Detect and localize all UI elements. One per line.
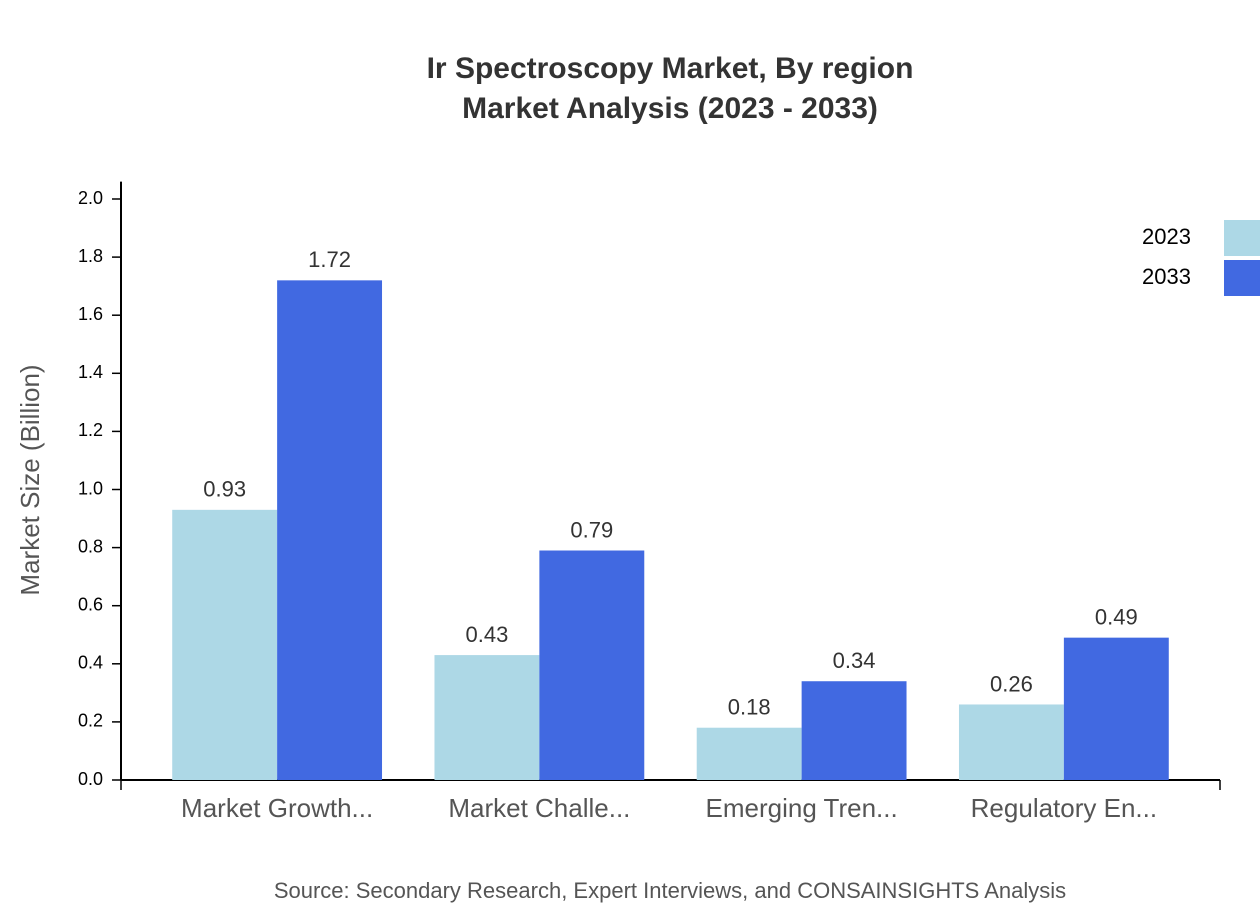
chart-title: Ir Spectroscopy Market, By region — [427, 52, 914, 85]
bar — [958, 704, 1064, 780]
y-tick-label: 0.2 — [78, 711, 103, 731]
bar — [434, 655, 540, 780]
x-tick-label: Market Growth... — [181, 793, 373, 823]
source-note: Source: Secondary Research, Expert Inter… — [274, 878, 1066, 903]
x-tick-label: Market Challe... — [448, 793, 630, 823]
bar — [277, 280, 383, 780]
value-label: 0.34 — [833, 648, 876, 673]
value-label: 0.49 — [1095, 604, 1138, 629]
bar — [696, 727, 802, 780]
y-axis-label: Market Size (Billion) — [15, 364, 45, 595]
bar — [172, 509, 278, 780]
value-label: 0.79 — [570, 517, 613, 542]
bar — [539, 550, 645, 780]
y-tick-label: 1.0 — [78, 478, 103, 498]
y-tick-label: 1.8 — [78, 246, 103, 266]
value-label: 0.18 — [728, 695, 771, 720]
y-tick-label: 0.0 — [78, 769, 103, 789]
y-tick-label: 1.2 — [78, 420, 103, 440]
bar — [1063, 637, 1169, 780]
value-label: 1.72 — [308, 247, 351, 272]
x-tick-label: Emerging Tren... — [706, 793, 898, 823]
value-label: 0.93 — [203, 477, 246, 502]
y-tick-label: 0.4 — [78, 653, 103, 673]
chart-subtitle: Market Analysis (2023 - 2033) — [462, 92, 878, 125]
value-label: 0.26 — [990, 671, 1033, 696]
y-tick-label: 1.6 — [78, 304, 103, 324]
x-tick-label: Regulatory En... — [971, 793, 1157, 823]
value-label: 0.43 — [466, 622, 509, 647]
legend-swatch — [1224, 260, 1260, 296]
legend-label: 2033 — [1142, 264, 1191, 289]
legend-label: 2023 — [1142, 224, 1191, 249]
legend-swatch — [1224, 220, 1260, 256]
bar — [801, 681, 907, 780]
y-tick-label: 0.8 — [78, 536, 103, 556]
y-tick-label: 0.6 — [78, 594, 103, 614]
y-tick-label: 1.4 — [78, 362, 103, 382]
y-tick-label: 2.0 — [78, 188, 103, 208]
